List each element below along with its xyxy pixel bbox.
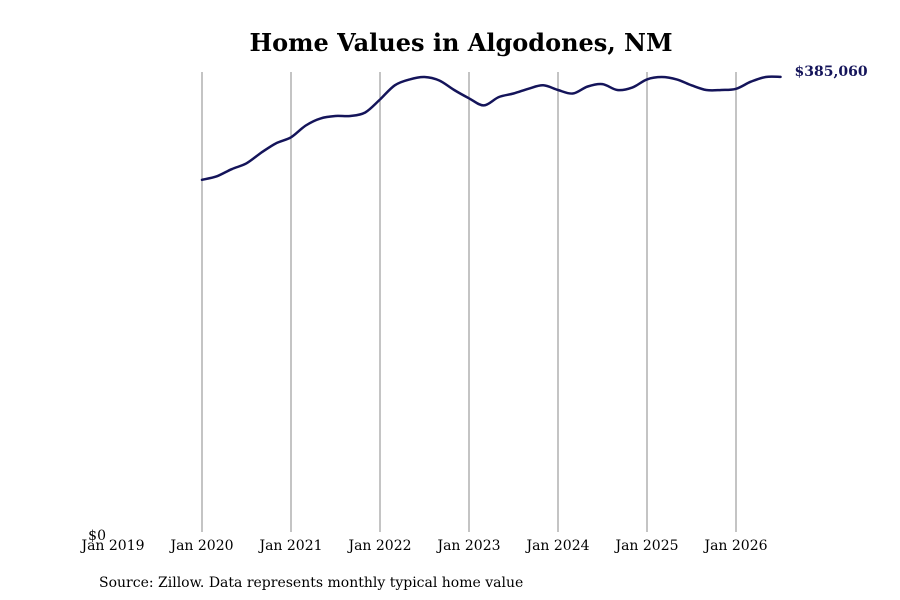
x-tick-label: Jan 2023 xyxy=(435,538,500,554)
x-tick-label: Jan 2025 xyxy=(613,538,678,554)
x-tick-label: Jan 2026 xyxy=(702,538,767,554)
x-tick-label: Jan 2021 xyxy=(257,538,322,554)
y-axis-tick-labels: $0 xyxy=(88,528,106,544)
x-axis-tick-labels: Jan 2019 Jan 2020 Jan 2021 Jan 2022 Jan 2023… xyxy=(79,538,767,554)
x-tick-label: Jan 2019 xyxy=(79,538,144,554)
x-tick-label: Jan 2024 xyxy=(524,538,589,554)
x-tick-label: Jan 2020 xyxy=(168,538,233,554)
series-line xyxy=(200,75,782,182)
end-value-label: $385,060 xyxy=(795,64,868,80)
gridlines xyxy=(201,72,737,532)
x-tick-label: Jan 2022 xyxy=(346,538,411,554)
y-tick-label: $0 xyxy=(88,528,106,544)
chart-title: Home Values in Algodones, NM xyxy=(249,28,672,57)
source-note: Source: Zillow. Data represents monthly … xyxy=(99,575,523,591)
